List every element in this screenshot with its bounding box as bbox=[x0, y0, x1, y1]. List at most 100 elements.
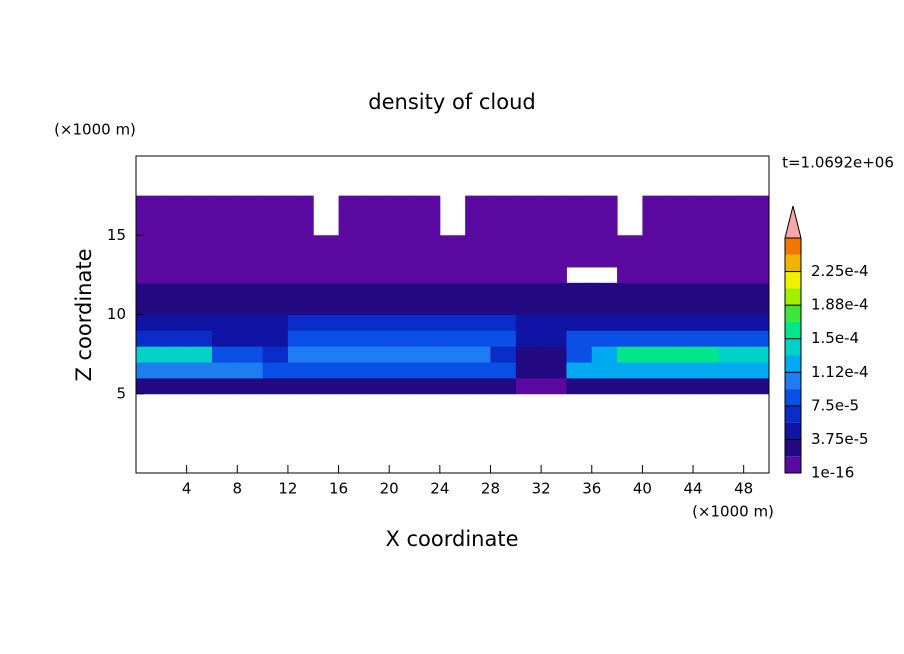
field-cell bbox=[136, 266, 162, 284]
field-cell bbox=[693, 298, 719, 315]
field-cell bbox=[136, 235, 162, 268]
field-cell bbox=[743, 195, 770, 236]
field-cell bbox=[490, 346, 517, 363]
field-cell bbox=[287, 298, 314, 315]
field-cell bbox=[667, 377, 694, 395]
field-cell bbox=[718, 298, 745, 315]
field-cell bbox=[313, 314, 340, 331]
field-cell bbox=[389, 235, 416, 268]
field-cell bbox=[186, 362, 213, 379]
colorbar-band bbox=[785, 405, 801, 423]
field-cell bbox=[490, 362, 517, 379]
colorbar-label: 1.88e-4 bbox=[811, 296, 869, 314]
field-cell bbox=[287, 377, 314, 395]
field-cell bbox=[743, 330, 770, 347]
field-cell bbox=[414, 282, 441, 300]
field-cell bbox=[642, 195, 669, 236]
colorbar-band bbox=[785, 355, 801, 373]
field-cell bbox=[667, 314, 694, 331]
field-cell bbox=[389, 298, 416, 315]
field-cell bbox=[642, 377, 669, 395]
field-cell bbox=[465, 298, 491, 315]
field-cell bbox=[439, 298, 466, 315]
field-cell bbox=[262, 377, 289, 395]
field-cell bbox=[617, 282, 643, 300]
field-cell bbox=[414, 330, 441, 347]
field-cell bbox=[541, 377, 567, 395]
field-cell bbox=[439, 346, 466, 363]
field-cell bbox=[363, 195, 390, 236]
field-cell bbox=[186, 377, 213, 395]
field-cell bbox=[262, 362, 289, 379]
field-cell bbox=[718, 377, 745, 395]
field-cell bbox=[693, 282, 719, 300]
field-cell bbox=[617, 298, 643, 315]
field-cell bbox=[490, 282, 517, 300]
field-cell bbox=[186, 346, 213, 363]
field-cell bbox=[541, 195, 567, 236]
field-cell bbox=[743, 298, 770, 315]
field-cell bbox=[439, 377, 466, 395]
field-cell bbox=[363, 235, 390, 268]
field-cell bbox=[313, 266, 340, 284]
field-cell bbox=[465, 195, 491, 236]
field-cell bbox=[515, 195, 542, 236]
field-cell bbox=[667, 362, 694, 379]
field-cell bbox=[566, 235, 593, 268]
colorbar-over bbox=[784, 205, 802, 239]
field-cell bbox=[161, 362, 188, 379]
field-cell bbox=[566, 195, 593, 236]
field-cell bbox=[313, 377, 340, 395]
field-cell bbox=[338, 235, 365, 268]
field-cell bbox=[642, 266, 669, 284]
field-cell bbox=[591, 377, 618, 395]
field-cell bbox=[642, 235, 669, 268]
field-cell bbox=[693, 266, 719, 284]
field-cell bbox=[515, 362, 542, 379]
chart-title: density of cloud bbox=[368, 90, 535, 114]
field-cell bbox=[211, 377, 238, 395]
field-cell bbox=[262, 330, 289, 347]
field-cell bbox=[211, 235, 238, 268]
field-cell bbox=[211, 314, 238, 331]
field-cell bbox=[642, 314, 669, 331]
field-cell bbox=[743, 362, 770, 379]
field-cell bbox=[591, 282, 618, 300]
field-cell bbox=[136, 314, 162, 331]
field-cell bbox=[566, 282, 593, 300]
y-axis-title: Z coordinate bbox=[72, 248, 96, 381]
field-cell bbox=[541, 362, 567, 379]
field-cell bbox=[211, 298, 238, 315]
field-cell bbox=[693, 346, 719, 363]
y-unit: (×1000 m) bbox=[54, 121, 136, 139]
field-cell bbox=[389, 330, 416, 347]
x-axis-title: X coordinate bbox=[385, 527, 518, 551]
field-cell bbox=[617, 362, 643, 379]
field-cell bbox=[617, 346, 643, 363]
field-cell bbox=[591, 346, 618, 363]
field-cell bbox=[566, 314, 593, 331]
field-cell bbox=[161, 282, 188, 300]
field-cell bbox=[743, 346, 770, 363]
field-cell bbox=[439, 282, 466, 300]
field-cell bbox=[465, 282, 491, 300]
field-cell bbox=[541, 282, 567, 300]
field-cell bbox=[667, 330, 694, 347]
field-cell bbox=[490, 314, 517, 331]
y-tick-label: 10 bbox=[107, 305, 126, 323]
x-tick-label: 44 bbox=[683, 480, 702, 498]
field-cell bbox=[287, 266, 314, 284]
field-cell bbox=[389, 346, 416, 363]
x-tick-label: 28 bbox=[481, 480, 500, 498]
field-cell bbox=[313, 282, 340, 300]
field-cell bbox=[287, 330, 314, 347]
y-tick-label: 5 bbox=[116, 384, 126, 402]
field-cell bbox=[287, 235, 314, 268]
field-cell bbox=[186, 298, 213, 315]
field-cell bbox=[490, 377, 517, 395]
field-cell bbox=[363, 346, 390, 363]
field-cell bbox=[237, 346, 264, 363]
x-tick-label: 36 bbox=[582, 480, 601, 498]
field-cell bbox=[237, 266, 264, 284]
